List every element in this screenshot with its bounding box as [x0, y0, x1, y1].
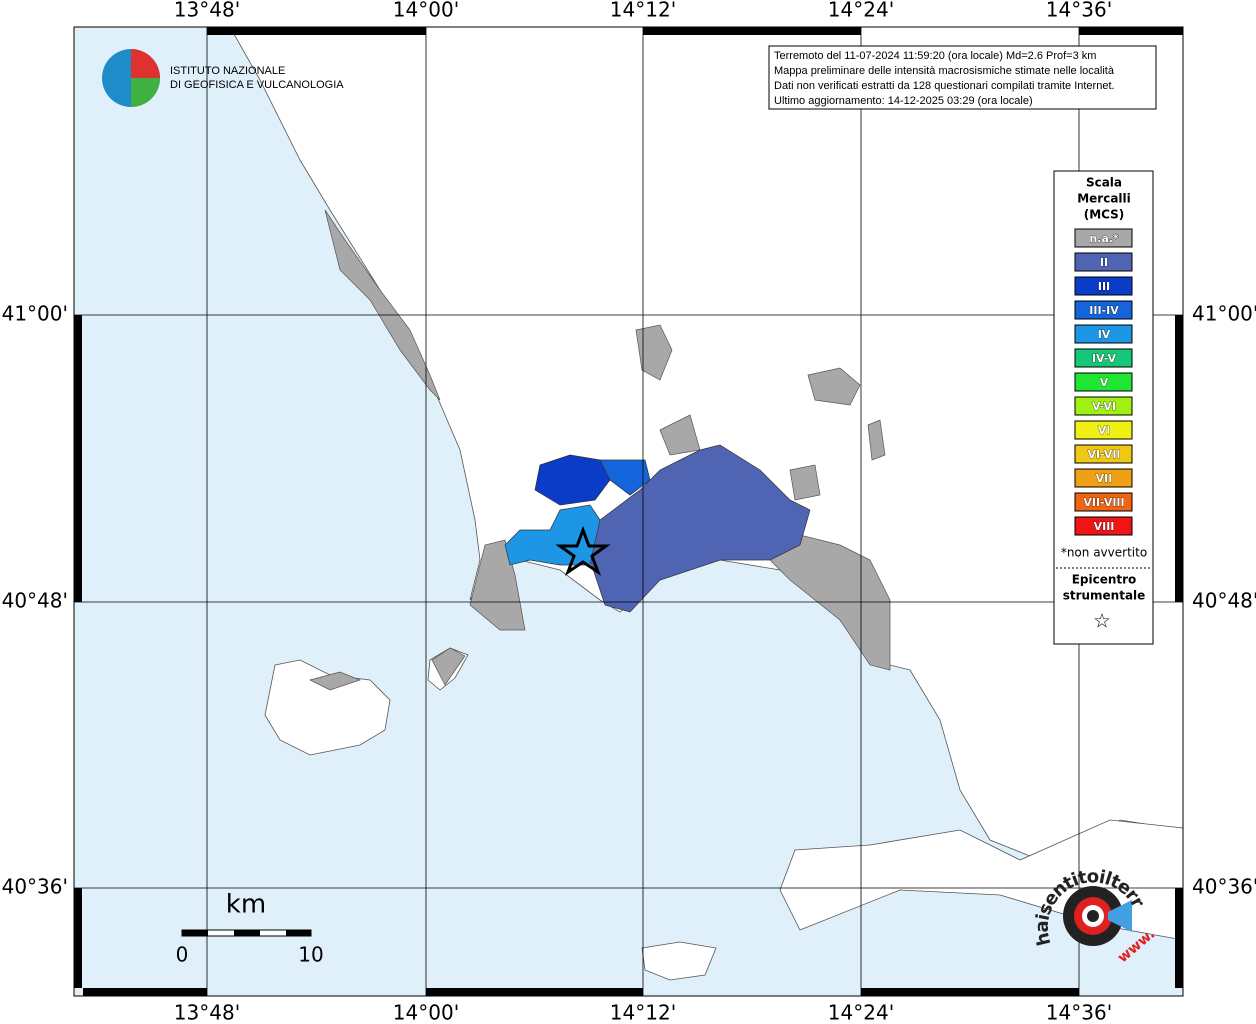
legend-swatch	[1074, 492, 1133, 512]
logo-text: ISTITUTO NAZIONALE	[170, 65, 285, 77]
legend-label: VII-VIII	[1083, 496, 1124, 509]
longitude-label: 14°24'	[828, 1001, 894, 1024]
epicenter-symbol: ☆	[1093, 609, 1111, 633]
intensity-iv	[504, 504, 601, 566]
legend-swatch	[1074, 516, 1133, 536]
ischia	[264, 659, 391, 756]
legend-swatch	[1074, 396, 1133, 416]
legend-note: *non avvertito	[1061, 546, 1147, 560]
gray-area	[309, 671, 362, 691]
legend-swatch	[1074, 348, 1133, 368]
latitude-label: 41°00'	[2, 302, 68, 326]
scale-tick: 0	[176, 943, 189, 967]
latitude-label: 40°48'	[1192, 589, 1256, 613]
legend-swatch	[1074, 420, 1133, 440]
legend: Scala Mercalli (MCS) *non avvertito Epic…	[1053, 170, 1154, 645]
legend-label: II	[1100, 256, 1108, 269]
info-line: Ultimo aggiornamento: 14-12-2025 03:29 (…	[774, 95, 1033, 107]
longitude-label: 14°12'	[610, 1001, 676, 1024]
gray-area	[431, 647, 466, 686]
map-area	[74, 26, 1184, 996]
info-line: Terremoto del 11-07-2024 11:59:20 (ora l…	[774, 50, 1096, 62]
epicenter-label: Epicentro	[1072, 573, 1137, 587]
intensity-iii-iv	[599, 459, 651, 496]
longitude-label: 14°00'	[393, 1001, 459, 1024]
gray-area	[789, 464, 821, 501]
info-box: Terremoto del 11-07-2024 11:59:20 (ora l…	[768, 45, 1157, 110]
capri	[641, 941, 717, 981]
epicenter	[555, 525, 611, 576]
scale-unit: km	[226, 890, 266, 920]
scale-bar: km 0 10	[176, 890, 324, 967]
legend-swatch	[1074, 444, 1133, 464]
gray-area	[769, 534, 891, 671]
legend-swatch	[1074, 324, 1133, 344]
info-line: Mappa preliminare delle intensità macros…	[774, 65, 1115, 77]
latitude-label: 40°48'	[2, 589, 68, 613]
longitude-label: 14°00'	[393, 0, 459, 22]
latitude-label: 41°00'	[1192, 302, 1256, 326]
gray-area	[324, 209, 441, 401]
latitude-label: 40°36'	[2, 875, 68, 899]
longitude-label: 14°36'	[1046, 1001, 1112, 1024]
legend-title: (MCS)	[1084, 208, 1125, 222]
legend-label: V-VI	[1092, 400, 1116, 413]
legend-swatch	[1074, 300, 1133, 320]
legend-label: VII	[1096, 472, 1113, 485]
legend-label: VI-VII	[1087, 448, 1120, 461]
longitude-label: 13°48'	[174, 0, 240, 22]
legend-label: III-IV	[1089, 304, 1119, 317]
legend-swatch	[1074, 372, 1133, 392]
frame	[73, 26, 1184, 997]
legend-label: VIII	[1094, 520, 1115, 533]
legend-label: V	[1100, 376, 1109, 389]
legend-swatch	[1074, 228, 1133, 248]
legend-title: Scala	[1086, 176, 1122, 190]
epicenter-label: strumentale	[1063, 589, 1146, 603]
legend-label: III	[1098, 280, 1110, 293]
legend-title: Mercalli	[1077, 192, 1131, 206]
latitude-label: 40°36'	[1192, 875, 1256, 899]
gray-area	[635, 324, 673, 381]
logo-text: DI GEOFISICA E VULCANOLOGIA	[170, 79, 344, 91]
legend-swatch	[1074, 468, 1133, 488]
legend-swatch	[1074, 252, 1133, 272]
legend-label: IV-V	[1092, 352, 1117, 365]
scale-tick: 10	[298, 943, 323, 967]
longitude-label: 14°36'	[1046, 0, 1112, 22]
legend-label: VI	[1098, 424, 1111, 437]
logo: ISTITUTO NAZIONALE DI GEOFISICA E VULCAN…	[102, 49, 344, 107]
legend-label: n.a.*	[1089, 232, 1119, 245]
longitude-label: 14°12'	[610, 0, 676, 22]
gray-area	[807, 367, 861, 406]
legend-label: IV	[1098, 328, 1111, 341]
legend-swatch	[1074, 276, 1133, 296]
intensity-ii	[579, 444, 811, 613]
info-line: Dati non verificati estratti da 128 ques…	[774, 80, 1115, 92]
intensity-iii	[534, 454, 611, 506]
gray-area	[867, 419, 886, 461]
longitude-label: 14°24'	[828, 0, 894, 22]
longitude-label: 13°48'	[174, 1001, 240, 1024]
